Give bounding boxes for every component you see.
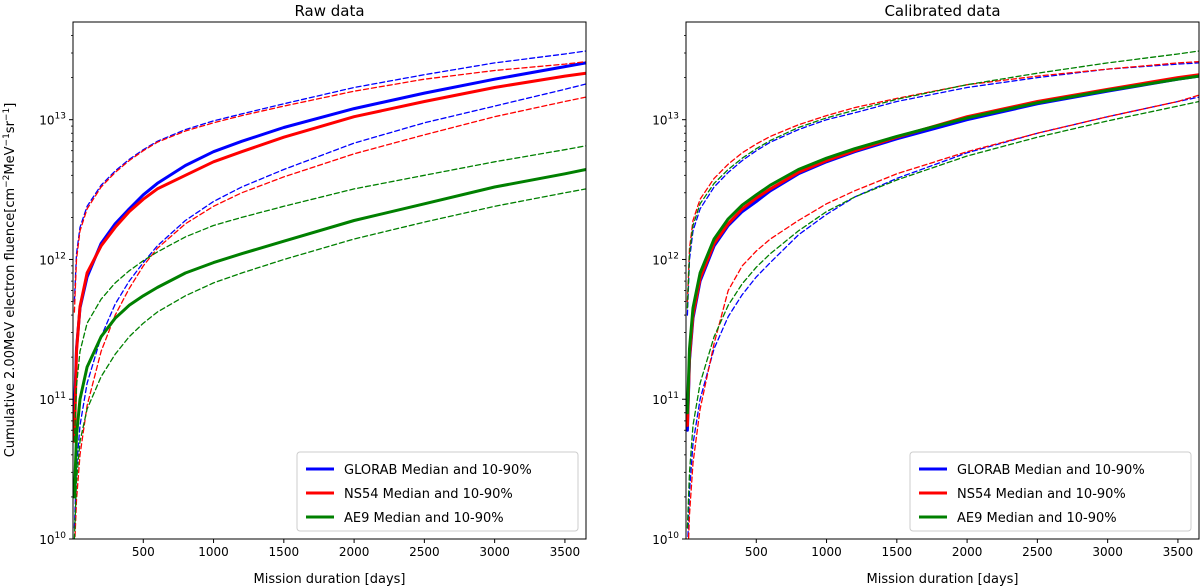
x-axis-label: Mission duration [days] <box>254 572 406 587</box>
series-percentile-line <box>686 61 1199 303</box>
x-tick-label: 1500 <box>269 545 300 559</box>
x-tick-label: 3500 <box>550 545 581 559</box>
series-percentile-line <box>686 50 1199 309</box>
series-median-line <box>73 168 586 499</box>
x-tick-label: 2000 <box>952 545 983 559</box>
y-tick-label: 1010 <box>39 531 66 547</box>
series-percentile-line <box>73 145 586 442</box>
y-axis-label-exponent: −1 <box>2 133 12 146</box>
plot-frame <box>72 21 587 540</box>
chart-title: Raw data <box>294 2 364 20</box>
x-tick-label: 2500 <box>409 545 440 559</box>
series-percentile-line <box>73 188 586 539</box>
series-median-line <box>686 74 1199 432</box>
x-tick-label: 1500 <box>882 545 913 559</box>
chart-title: Calibrated data <box>884 2 1000 20</box>
y-axis-label-exponent: −2 <box>2 175 12 188</box>
x-tick-label: 1000 <box>198 545 229 559</box>
legend-box <box>909 451 1192 532</box>
legend: GLORAB Median and 10-90% NS54 Median and … <box>296 451 579 532</box>
y-tick-label: 1013 <box>39 112 66 128</box>
legend-label: GLORAB Median and 10-90% <box>344 463 532 478</box>
series-percentile-line <box>73 83 586 529</box>
series-percentile-line <box>686 62 1199 316</box>
series-percentile-line <box>686 100 1199 529</box>
x-axis-label: Mission duration [days] <box>867 572 1019 587</box>
series-percentile-line <box>687 94 1199 539</box>
x-tick-label: 500 <box>132 545 155 559</box>
legend-box <box>296 451 579 532</box>
x-tick-label: 3000 <box>1092 545 1123 559</box>
y-axis-label-part: ] <box>3 103 18 108</box>
x-tick-label: 2000 <box>339 545 370 559</box>
x-tick-label: 1000 <box>811 545 842 559</box>
series-percentile-line <box>73 61 586 313</box>
y-tick-label: 1012 <box>652 251 679 267</box>
y-tick-label: 1012 <box>39 251 66 267</box>
legend: GLORAB Median and 10-90% NS54 Median and … <box>909 451 1192 532</box>
legend-label: NS54 Median and 10-90% <box>344 487 513 502</box>
series-percentile-line <box>73 50 586 303</box>
legend-label: GLORAB Median and 10-90% <box>957 463 1145 478</box>
y-tick-label: 1013 <box>652 112 679 128</box>
y-axis-label-exponent: −1 <box>2 108 12 121</box>
plot-frame <box>685 21 1200 540</box>
series-median-line <box>73 61 586 415</box>
x-tick-label: 2500 <box>1022 545 1053 559</box>
series-percentile-line <box>74 96 586 539</box>
legend-label: AE9 Median and 10-90% <box>344 511 504 526</box>
y-axis-label-part: Cumulative 2.00MeV electron fluence[cm <box>3 188 18 457</box>
x-tick-label: 3000 <box>479 545 510 559</box>
y-tick-label: 1010 <box>652 531 679 547</box>
y-axis-label-part: MeV <box>3 146 18 174</box>
chart-calibrated-data: Calibrated data 500 1000 1500 2000 2500 3000 3… <box>652 2 1200 587</box>
chart-raw-data: Raw data 500 1000 1500 2000 2500 3000 3500 1010… <box>2 2 587 587</box>
series-median-line <box>73 71 586 443</box>
x-tick-label: 500 <box>745 545 768 559</box>
legend-label: NS54 Median and 10-90% <box>957 487 1126 502</box>
y-tick-label: 1011 <box>39 391 66 407</box>
legend-label: AE9 Median and 10-90% <box>957 511 1117 526</box>
series-median-line <box>686 74 1199 415</box>
y-tick-label: 1011 <box>652 391 679 407</box>
y-axis-label-part: sr <box>3 120 18 133</box>
x-tick-label: 3500 <box>1163 545 1194 559</box>
y-axis-label: Cumulative 2.00MeV electron fluence[cm−2… <box>2 103 18 458</box>
